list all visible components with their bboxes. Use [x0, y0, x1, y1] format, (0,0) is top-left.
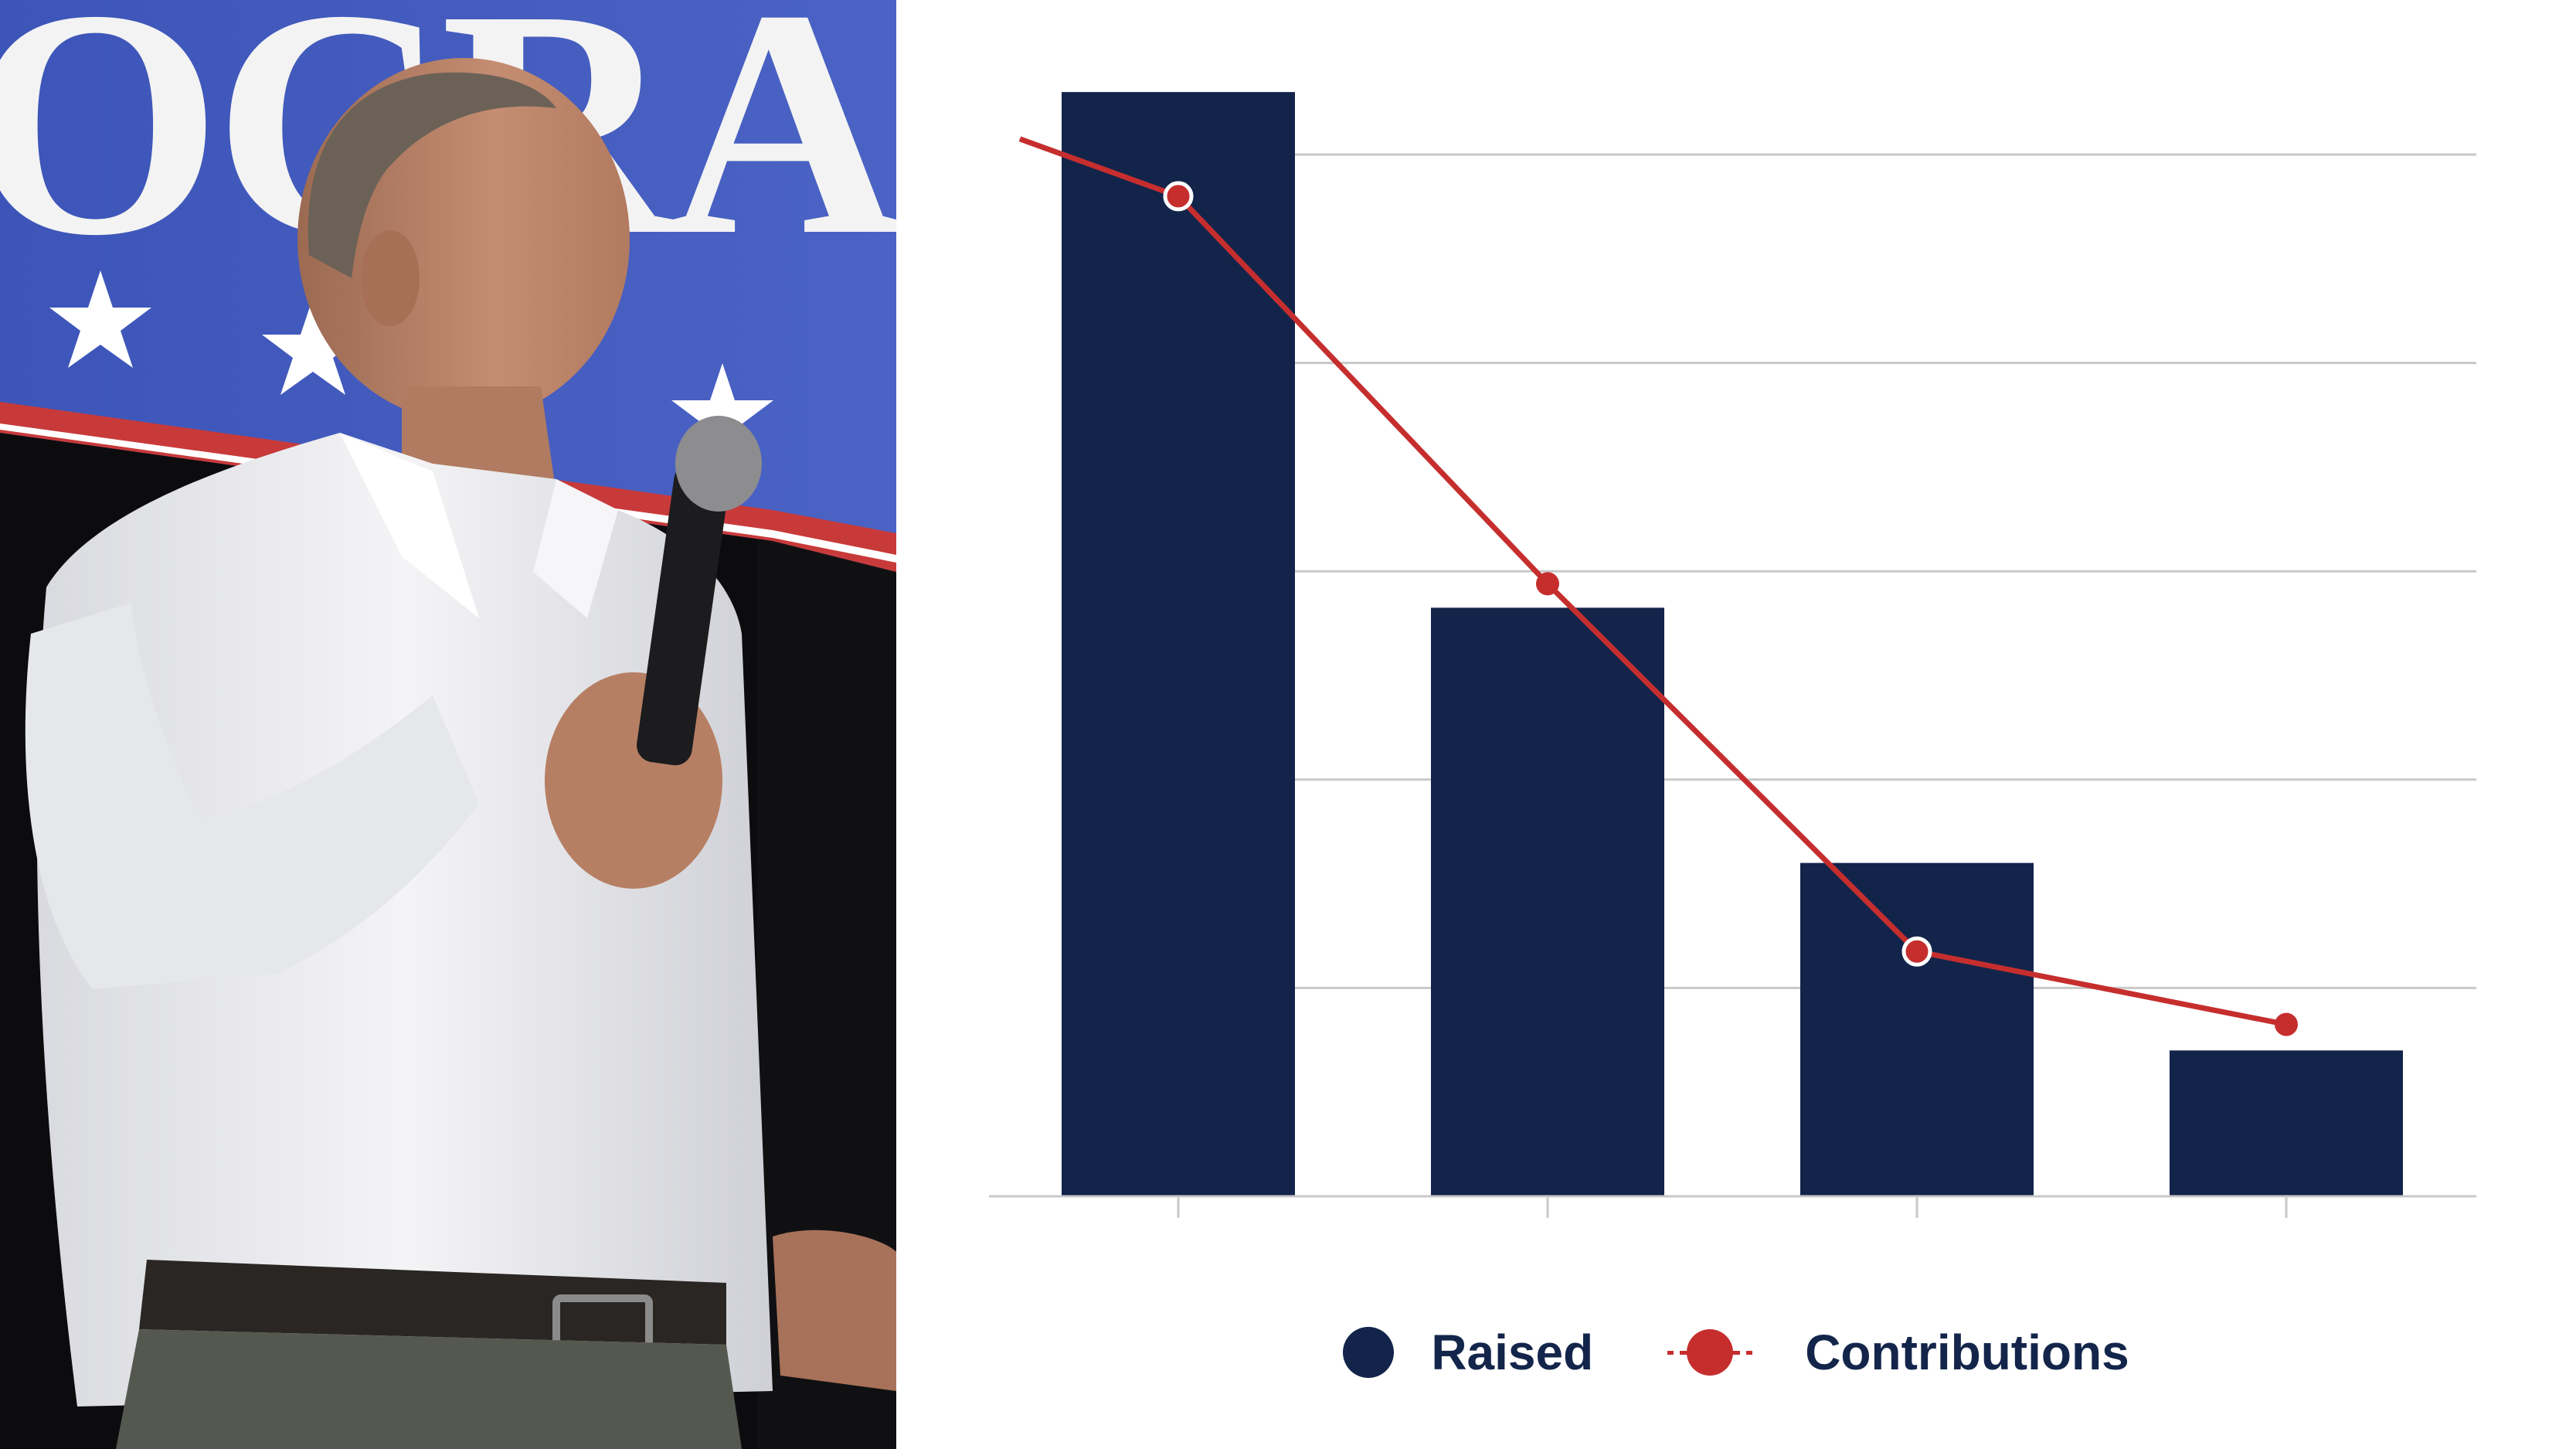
banner-stars	[49, 270, 773, 461]
contributions-point-2	[1901, 936, 1932, 967]
contributions-point-1	[1536, 572, 1559, 596]
chart-legend: Raised Contributions	[896, 1321, 2576, 1383]
legend-item-raised: Raised	[1343, 1324, 1593, 1381]
x-axis	[989, 1195, 2476, 1218]
raised-bars	[1062, 92, 2403, 1197]
chart-panel: Raised Contributions	[896, 0, 2576, 1449]
contributions-point-3	[2275, 1012, 2298, 1036]
bar-raised-0	[1062, 92, 1295, 1197]
legend-contributions-label: Contributions	[1805, 1325, 2129, 1380]
speaker-photo-illustration: OCRA	[0, 0, 896, 1449]
legend-item-contributions: Contributions	[1593, 1324, 2129, 1381]
legend-raised-label: Raised	[1431, 1325, 1594, 1380]
legend-contributions-swatch	[1667, 1327, 1753, 1378]
contributions-point-0	[1163, 181, 1194, 212]
legend-raised-swatch	[1343, 1327, 1395, 1378]
bar-raised-3	[2170, 1050, 2403, 1196]
contributions-line	[1018, 136, 2298, 1036]
fundraising-chart	[989, 92, 2476, 1218]
bar-raised-2	[1800, 862, 2034, 1196]
bar-raised-1	[1431, 607, 1664, 1196]
speaker-photo: OCRA	[0, 0, 896, 1449]
